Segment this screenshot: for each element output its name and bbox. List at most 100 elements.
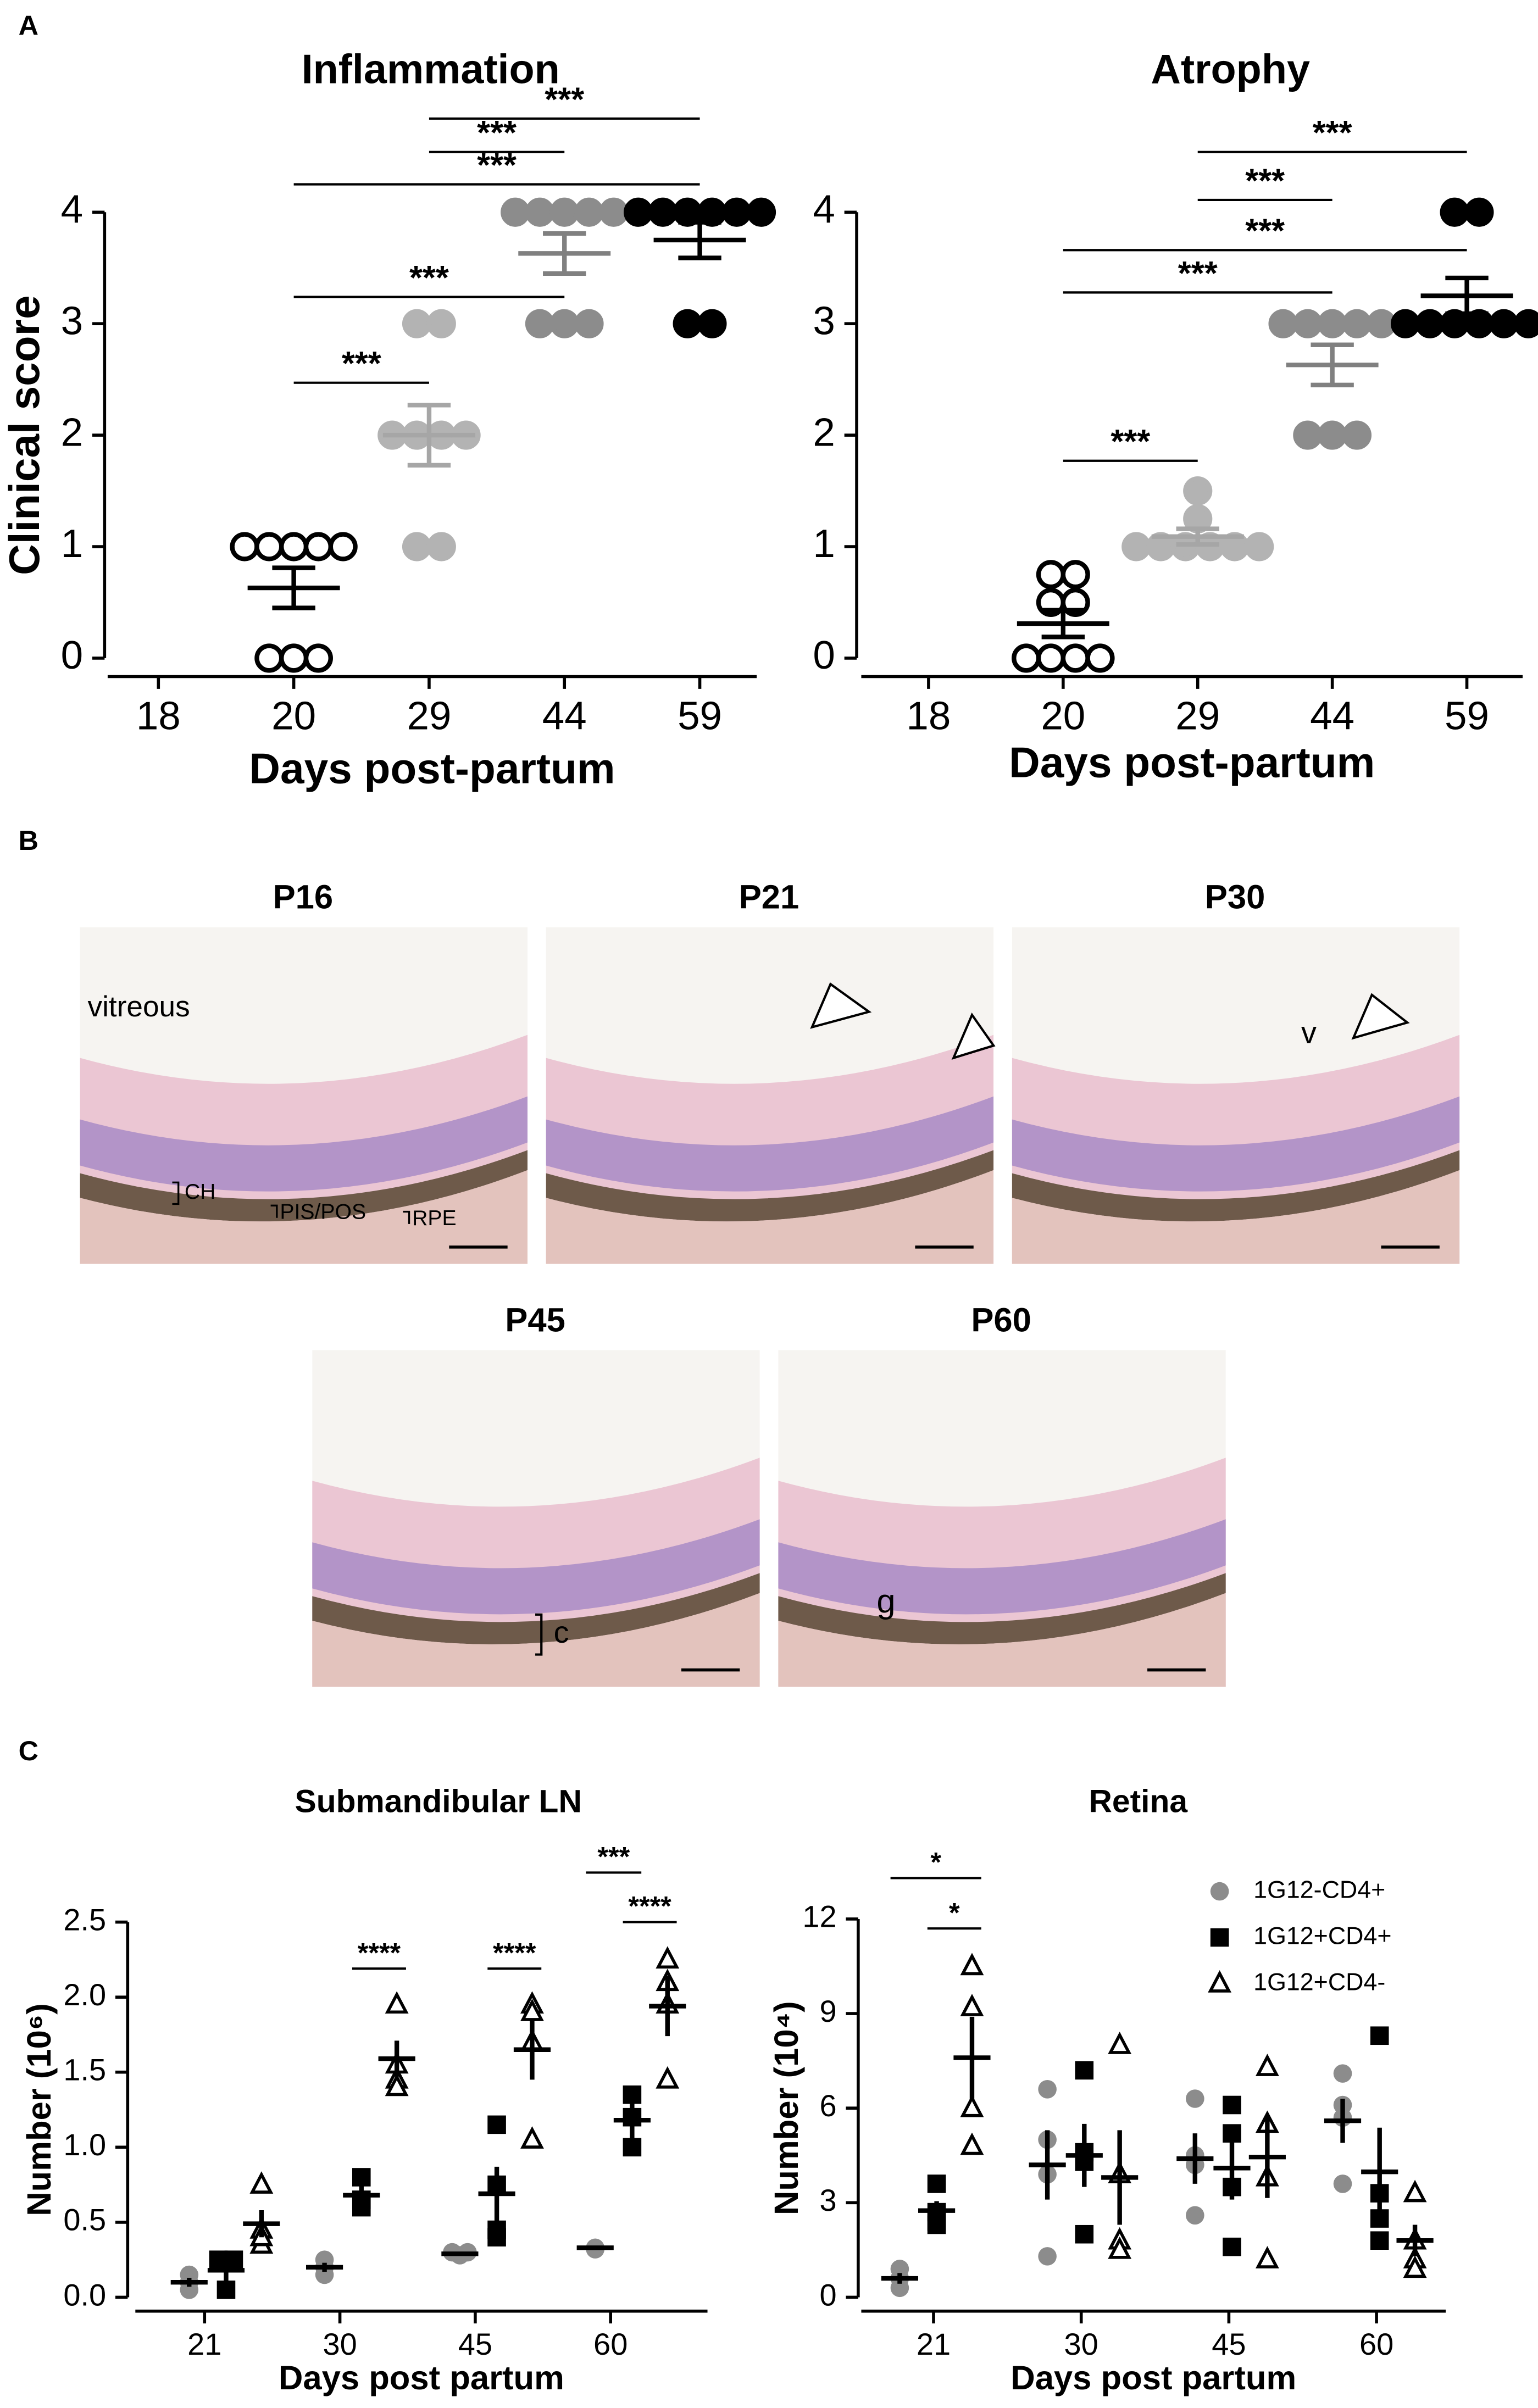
- x-tick-label: 21: [187, 2327, 221, 2361]
- data-point: [656, 2066, 680, 2089]
- data-point: [1245, 532, 1274, 561]
- significance-label: ***: [1178, 254, 1218, 292]
- data-point: [1255, 2054, 1279, 2076]
- significance-label: *: [949, 1897, 960, 1928]
- histology-label: vitreous: [88, 991, 190, 1023]
- y-tick-label: 3: [820, 2183, 837, 2217]
- y-tick-label: 3: [61, 298, 83, 343]
- x-tick-label: 18: [136, 694, 181, 738]
- x-tick-label: 30: [1064, 2327, 1098, 2361]
- layer-bracket: [172, 1181, 410, 1224]
- panel-label: C: [19, 1735, 38, 1766]
- data-point: [487, 2228, 506, 2247]
- y-axis-label: Number (10⁶): [20, 2003, 58, 2216]
- data-point: [1342, 420, 1372, 450]
- arrowhead: [1351, 993, 1410, 1040]
- x-tick-label: 60: [1359, 2327, 1393, 2361]
- data-point: [960, 1994, 984, 2016]
- data-point: [549, 309, 579, 338]
- histology-title: P30: [1205, 878, 1265, 916]
- x-tick-label: 59: [1445, 694, 1489, 738]
- data-point: [385, 2073, 409, 2096]
- data-point: [385, 1991, 409, 2014]
- significance-label: ****: [493, 1937, 536, 1968]
- y-axis-label: Number (10⁴): [768, 2001, 806, 2215]
- data-point: [1012, 643, 1041, 673]
- data-point: [525, 309, 555, 338]
- data-point: [1293, 309, 1323, 338]
- data-point: [1108, 2236, 1132, 2259]
- data-point: [960, 1953, 984, 1976]
- data-point: [1208, 1970, 1232, 1993]
- histology-image: [778, 1350, 1226, 1687]
- data-point: [1513, 309, 1538, 338]
- significance-label: ***: [1111, 422, 1150, 460]
- y-tick-label: 0: [61, 633, 83, 677]
- significance-label: ****: [358, 1937, 401, 1968]
- x-tick-label: 44: [1310, 694, 1354, 738]
- significance-label: ***: [597, 1841, 630, 1872]
- data-point: [180, 2281, 199, 2299]
- data-point: [328, 532, 358, 561]
- x-axis-label: Days post-partum: [1009, 738, 1375, 787]
- data-point: [1038, 2080, 1057, 2099]
- data-point: [1390, 309, 1420, 338]
- data-point: [1342, 309, 1372, 338]
- histology-label: PIS/POS: [280, 1200, 366, 1224]
- data-point: [1415, 309, 1445, 338]
- chart-title: Submandibular LN: [295, 1784, 582, 1820]
- data-point: [249, 2171, 274, 2194]
- data-point: [1075, 2225, 1094, 2244]
- data-point: [1186, 2089, 1204, 2108]
- data-point: [1489, 309, 1519, 338]
- data-point: [960, 2132, 984, 2155]
- y-tick-label: 2: [813, 410, 835, 454]
- x-tick-label: 20: [1041, 694, 1085, 738]
- y-tick-label: 1: [813, 521, 835, 566]
- chart-title: Inflammation: [302, 47, 560, 93]
- y-tick-label: 0: [813, 633, 835, 677]
- data-point: [352, 2168, 371, 2187]
- x-tick-label: 60: [593, 2327, 628, 2361]
- data-point: [1464, 197, 1494, 227]
- legend-label: 1G12+CD4-: [1253, 1968, 1385, 1995]
- data-point: [501, 197, 530, 227]
- x-tick-label: 44: [542, 694, 587, 738]
- significance-label: ***: [409, 259, 449, 297]
- data-point: [1085, 643, 1115, 673]
- data-point: [574, 309, 604, 338]
- data-point: [303, 532, 333, 561]
- data-point: [1061, 560, 1090, 590]
- data-point: [426, 309, 456, 338]
- data-point: [402, 532, 432, 561]
- x-tick-label: 18: [906, 694, 951, 738]
- data-point: [673, 309, 702, 338]
- x-tick-label: 21: [917, 2327, 951, 2361]
- data-point: [656, 1946, 680, 1969]
- data-point: [1318, 309, 1347, 338]
- x-tick-label: 20: [271, 694, 316, 738]
- data-point: [230, 532, 259, 561]
- significance-label: ***: [477, 114, 517, 152]
- data-point: [1268, 309, 1298, 338]
- data-point: [648, 197, 678, 227]
- y-tick-label: 4: [61, 187, 83, 231]
- arrowhead: [951, 1012, 996, 1060]
- data-point: [722, 197, 752, 227]
- y-tick-label: 1.5: [63, 2053, 106, 2087]
- data-point: [402, 309, 432, 338]
- legend-label: 1G12-CD4+: [1253, 1876, 1385, 1903]
- legend-label: 1G12+CD4+: [1253, 1922, 1391, 1949]
- data-point: [574, 197, 604, 227]
- layer-bracket: [535, 1613, 543, 1656]
- y-tick-label: 9: [820, 1994, 837, 2028]
- chart-title: Atrophy: [1151, 47, 1310, 93]
- y-tick-label: 2.0: [63, 1977, 106, 2012]
- significance-label: ***: [1245, 162, 1285, 199]
- x-axis-label: Days post partum: [279, 2359, 564, 2397]
- data-point: [1210, 1928, 1229, 1947]
- histology-image: [312, 1350, 760, 1687]
- panel-label: B: [19, 825, 38, 856]
